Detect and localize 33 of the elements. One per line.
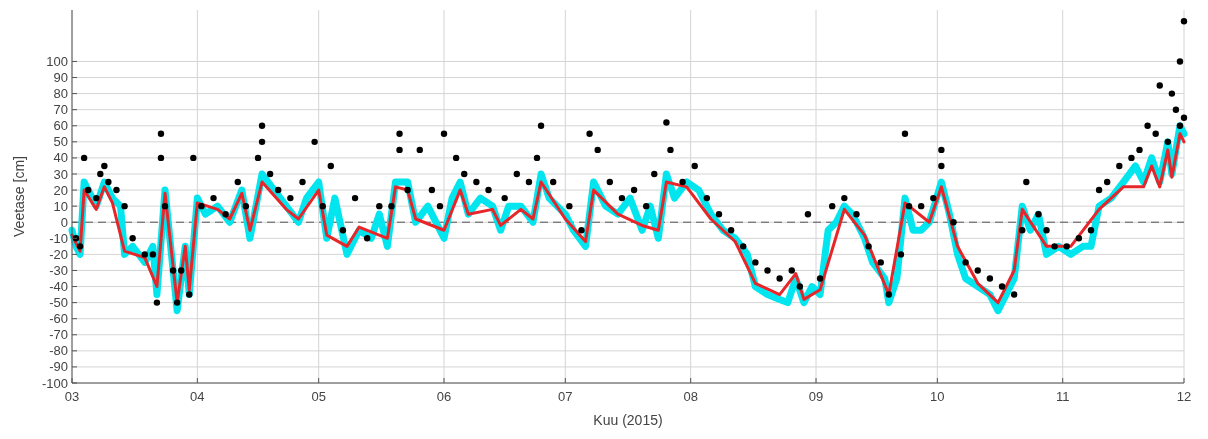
y-tick-label: -10 (49, 230, 68, 246)
y-tick-label: -90 (49, 359, 68, 375)
y-tick-label: -30 (49, 263, 68, 279)
y-tick-label: -60 (49, 311, 68, 327)
x-tick-label: 12 (1176, 389, 1192, 404)
y-tick-label: 20 (53, 182, 68, 198)
y-tick-label: -50 (49, 295, 68, 311)
y-tick-label: -80 (49, 343, 68, 359)
y-tick-label: -20 (49, 246, 68, 262)
y-tick-label: 80 (53, 86, 68, 102)
y-axis-title: Veetase [cm] (11, 156, 27, 237)
y-tick-label: 90 (53, 70, 68, 86)
y-tick-label: -100 (41, 375, 68, 391)
x-tick-label: 08 (683, 389, 698, 404)
y-tick-label: -70 (49, 327, 68, 343)
y-tick-label: 50 (53, 134, 68, 150)
y-tick-label: 30 (53, 166, 68, 182)
y-tick-label: 40 (53, 150, 68, 166)
y-tick-label: 0 (60, 214, 68, 230)
x-tick-label: 05 (311, 389, 326, 404)
x-tick-label: 10 (930, 389, 945, 404)
x-axis-title: Kuu (2015) (593, 412, 663, 428)
x-tick-label: 07 (558, 389, 573, 404)
y-tick-label: 100 (46, 54, 68, 69)
y-tick-label: 70 (53, 102, 68, 118)
x-tick-label: 06 (436, 389, 452, 404)
x-tick-label: 09 (808, 389, 824, 404)
x-tick-label: 03 (64, 389, 80, 404)
x-tick-label: 04 (190, 389, 205, 404)
x-tick-label: 11 (1055, 389, 1070, 404)
y-tick-label: 60 (53, 118, 68, 134)
y-tick-label: 10 (53, 198, 68, 214)
y-tick-label: -40 (49, 279, 68, 295)
